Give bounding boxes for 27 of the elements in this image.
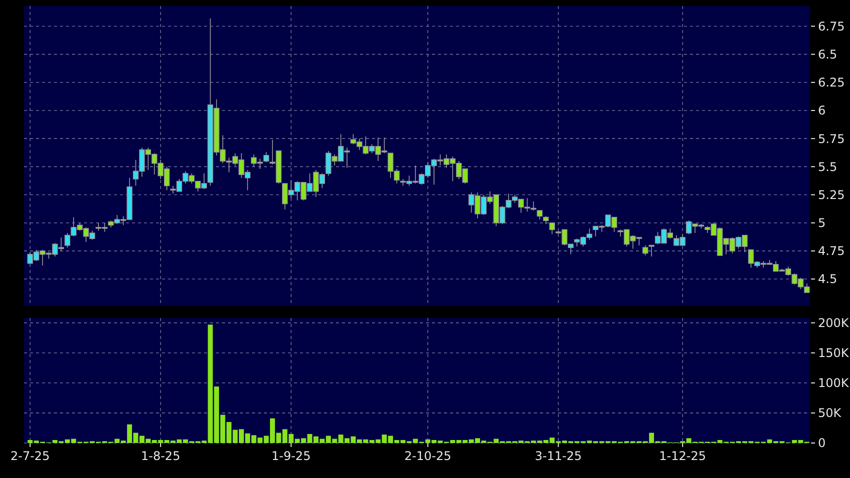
candlestick (549, 222, 555, 234)
x-tick-label: 1-12-25 (659, 449, 706, 463)
y-tick-label: 6.25 (818, 76, 845, 90)
y-tick-label: 6 (818, 104, 826, 118)
candlestick (642, 244, 648, 256)
x-tick-label: 1-9-25 (272, 449, 311, 463)
y-tick-label: 150K (818, 346, 850, 360)
candlestick (543, 216, 549, 224)
y-tick-label: 100K (818, 376, 850, 390)
x-tick-label: 2-10-25 (404, 449, 452, 463)
x-tick-label: 1-8-25 (141, 449, 180, 463)
y-tick-label: 5.25 (818, 188, 845, 202)
y-tick-label: 200K (818, 316, 850, 330)
candlestick (263, 152, 270, 163)
x-tick-label: 3-11-25 (534, 449, 582, 463)
y-tick-label: 4.75 (818, 244, 845, 258)
y-tick-label: 50K (818, 406, 842, 420)
y-tick-label: 6.5 (818, 48, 838, 62)
candlestick (648, 244, 654, 257)
y-tick-label: 5.75 (818, 132, 845, 146)
y-tick-label: 6.75 (818, 19, 845, 34)
x-tick-label: 2-7-25 (10, 449, 50, 463)
y-tick-label: 5.5 (818, 160, 838, 174)
y-tick-label: 0 (818, 436, 826, 450)
y-tick-label: 5 (818, 216, 826, 230)
y-tick-label: 4.5 (818, 272, 838, 286)
candlestick (536, 210, 542, 220)
